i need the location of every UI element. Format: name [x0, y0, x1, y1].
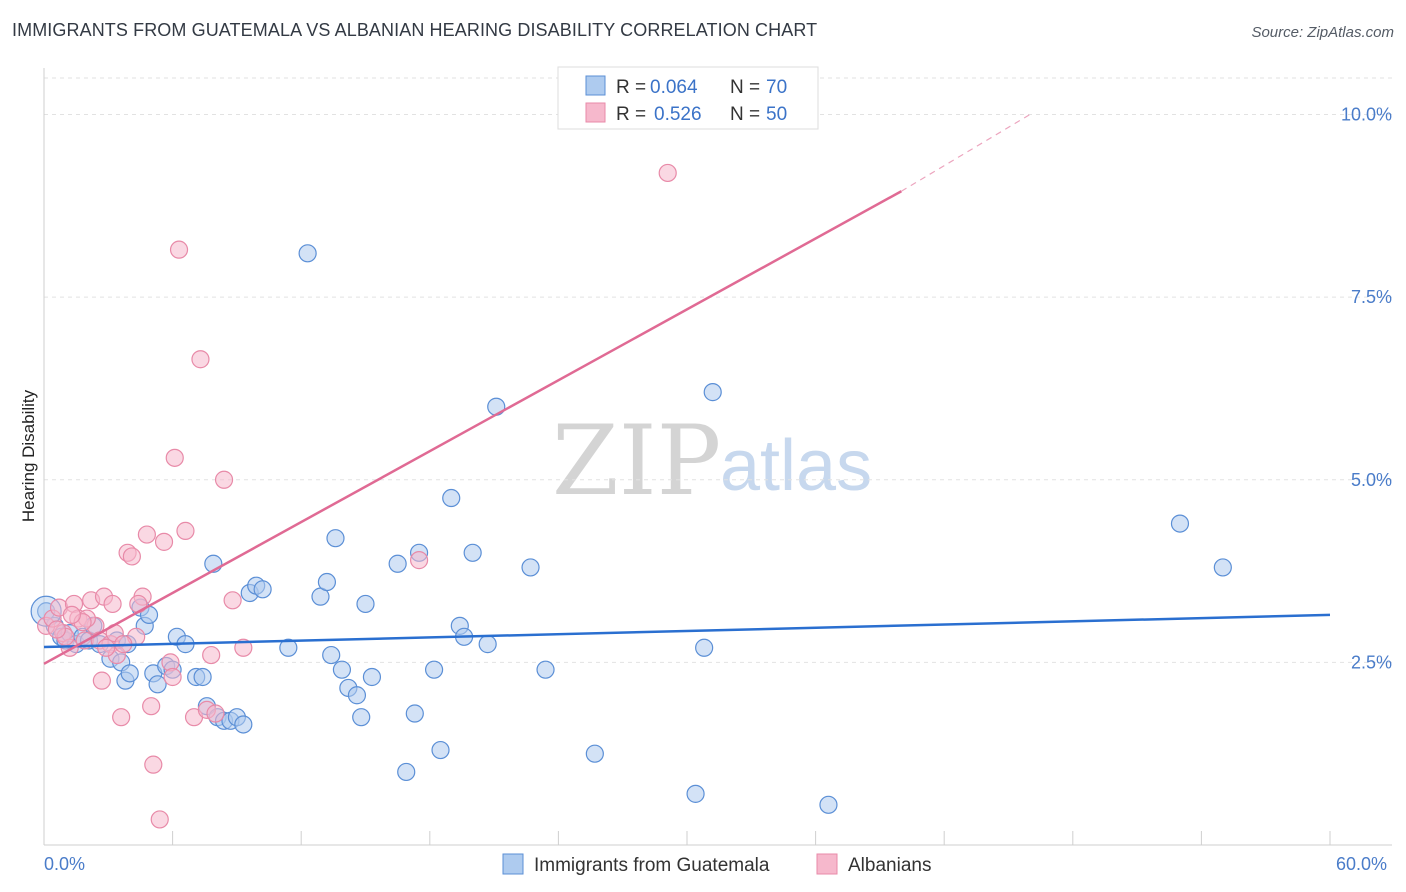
data-point-albanians: [144, 755, 163, 774]
data-point-guatemala: [356, 594, 375, 614]
chart-title: IMMIGRANTS FROM GUATEMALA VS ALBANIAN HE…: [12, 20, 818, 40]
data-point-albanians: [163, 667, 182, 687]
data-point-albanians: [142, 697, 161, 716]
legend-n-label-guatemala: N =: [730, 77, 760, 98]
data-point-albanians: [150, 810, 169, 829]
data-point-guatemala: [431, 740, 450, 760]
data-point-guatemala: [317, 572, 337, 592]
data-point-guatemala: [463, 543, 482, 562]
data-point-albanians: [62, 605, 81, 625]
data-point-guatemala: [234, 715, 253, 734]
data-point-albanians: [223, 591, 242, 610]
axes: [43, 68, 1392, 846]
gridlines: [44, 77, 1392, 663]
data-point-albanians: [122, 547, 141, 566]
data-point-guatemala: [347, 686, 367, 705]
data-point-guatemala: [326, 529, 345, 548]
data-point-guatemala: [442, 488, 461, 508]
albanian-points: [37, 163, 677, 829]
data-point-albanians: [658, 163, 677, 183]
trend-line-albanians: [43, 190, 902, 665]
watermark-zip: ZIP: [552, 405, 721, 517]
legend-n-label-albanians: N =: [730, 104, 760, 125]
bottom-legend-label-albanians: Albanians: [848, 855, 931, 876]
bottom-legend-swatch-guatemala: [502, 853, 524, 875]
data-point-albanians: [176, 521, 195, 540]
legend-box: R = 0.064 N = 70 R = 0.526 N = 50: [557, 66, 819, 130]
data-point-guatemala: [686, 784, 705, 803]
data-point-albanians: [92, 671, 111, 690]
data-point-albanians: [202, 645, 221, 665]
data-point-albanians: [409, 551, 429, 570]
watermark-atlas: atlas: [720, 426, 872, 506]
legend-r-label-guatemala: R =: [616, 77, 646, 98]
data-point-guatemala: [148, 675, 167, 694]
data-point-guatemala: [424, 660, 444, 679]
data-point-albanians: [154, 532, 174, 551]
data-point-albanians: [169, 240, 189, 259]
y-tick-labels: 2.5% 5.0% 7.5% 10.0%: [1341, 105, 1392, 673]
data-point-albanians: [234, 638, 253, 657]
guatemala-points: [30, 244, 1232, 814]
bottom-legend-label-guatemala: Immigrants from Guatemala: [534, 855, 770, 876]
data-point-guatemala: [279, 638, 298, 657]
data-point-guatemala: [585, 744, 604, 763]
legend-swatch-albanians: [585, 102, 606, 123]
trend-lines: [43, 114, 1331, 665]
bottom-legend: Immigrants from Guatemala Albanians: [502, 853, 931, 876]
data-point-guatemala: [1170, 514, 1190, 533]
data-point-albanians: [97, 638, 116, 657]
data-point-guatemala: [521, 558, 540, 577]
data-point-albanians: [165, 448, 184, 467]
legend-n-value-albanians: 50: [766, 104, 787, 125]
legend-r-value-albanians: 0.526: [654, 104, 702, 125]
legend-swatch-guatemala: [585, 75, 606, 96]
source-credit: Source: ZipAtlas.com: [1251, 24, 1394, 41]
data-point-guatemala: [120, 664, 139, 683]
y-tick-label: 2.5%: [1351, 652, 1392, 672]
trend-line-albanians-extension: [901, 114, 1031, 192]
data-point-guatemala: [253, 580, 272, 599]
legend-r-label-albanians: R =: [616, 104, 646, 125]
data-point-guatemala: [397, 762, 416, 782]
y-tick-label: 5.0%: [1351, 470, 1392, 490]
data-point-guatemala: [322, 645, 341, 665]
data-point-guatemala: [405, 704, 424, 723]
bottom-legend-swatch-albanians: [816, 853, 838, 875]
data-point-guatemala: [352, 708, 371, 727]
x-tick-label-max: 60.0%: [1336, 854, 1387, 874]
data-point-guatemala: [332, 660, 352, 679]
data-point-guatemala: [1213, 558, 1232, 577]
y-tick-label: 7.5%: [1351, 287, 1392, 307]
data-point-albanians: [214, 470, 234, 489]
legend-n-value-guatemala: 70: [766, 77, 787, 98]
data-point-guatemala: [478, 635, 497, 654]
data-point-guatemala: [536, 660, 555, 679]
data-point-albanians: [206, 704, 225, 723]
data-point-albanians: [191, 350, 210, 369]
trend-line-guatemala: [43, 613, 1331, 649]
data-point-guatemala: [362, 667, 382, 687]
y-tick-label: 10.0%: [1341, 105, 1392, 125]
data-point-albanians: [103, 594, 122, 614]
data-point-albanians: [137, 525, 156, 544]
data-point-guatemala: [388, 554, 407, 573]
legend-r-value-guatemala: 0.064: [650, 77, 698, 98]
data-point-guatemala: [193, 667, 212, 687]
data-point-guatemala: [298, 244, 317, 263]
data-point-guatemala: [819, 795, 838, 814]
y-axis-title: Hearing Disability: [19, 389, 38, 522]
data-point-guatemala: [695, 638, 714, 657]
x-tick-label-min: 0.0%: [44, 854, 85, 874]
data-point-albanians: [47, 620, 66, 639]
data-point-albanians: [112, 708, 131, 727]
data-point-guatemala: [703, 383, 722, 402]
